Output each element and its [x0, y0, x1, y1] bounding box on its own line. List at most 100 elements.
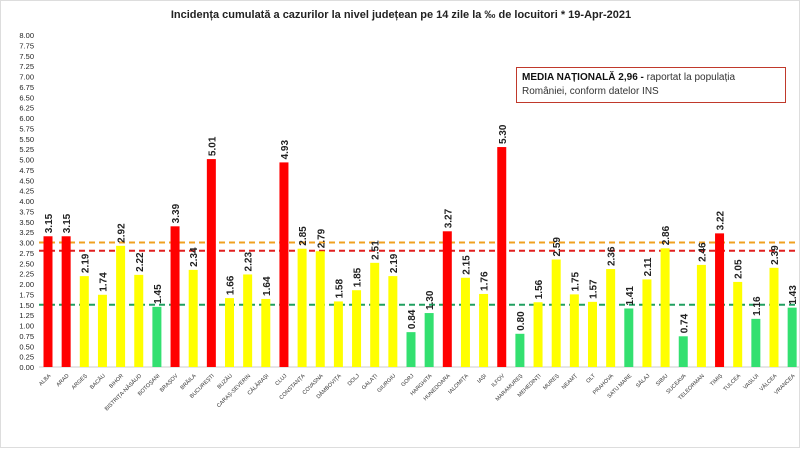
value-label: 1.56 — [534, 279, 545, 299]
bar-botoșani — [152, 306, 162, 367]
x-tick-label: ARGEȘ — [71, 373, 89, 391]
y-tick-label: 7.25 — [19, 62, 34, 71]
value-label: 2.59 — [552, 237, 563, 257]
x-tick-label: NEAMȚ — [561, 373, 579, 391]
bar-călărași — [261, 298, 271, 367]
y-tick-label: 6.25 — [19, 104, 34, 113]
value-label: 1.74 — [98, 272, 109, 292]
bar-vaslui — [751, 318, 761, 367]
bar-buzău — [225, 298, 234, 367]
bar-vrancea — [787, 307, 797, 367]
value-label: 1.64 — [262, 276, 273, 296]
y-tick-label: 4.00 — [19, 197, 34, 206]
y-tick-label: 5.25 — [19, 145, 34, 154]
y-tick-label: 3.25 — [19, 228, 34, 237]
value-label: 1.16 — [752, 296, 763, 316]
bar-cluj — [279, 162, 289, 367]
bar-bucurești — [206, 159, 216, 367]
bar-bistrița-năsăud — [134, 274, 144, 367]
bar-ialomița — [460, 277, 470, 367]
bar-tulcea — [733, 281, 743, 367]
x-tick-label: CLUJ — [274, 373, 288, 387]
x-tick-label: IALOMIȚA — [447, 373, 470, 396]
value-label: 1.57 — [589, 279, 600, 299]
y-tick-label: 0.00 — [19, 363, 34, 372]
bar-gorj — [406, 332, 416, 367]
value-label: 3.15 — [62, 213, 73, 233]
y-tick-label: 1.75 — [19, 290, 34, 299]
y-tick-label: 7.00 — [19, 73, 34, 82]
bar-argeș — [79, 276, 89, 367]
y-tick-label: 2.50 — [19, 259, 34, 268]
value-label: 2.51 — [371, 240, 382, 260]
value-label: 2.11 — [643, 257, 654, 276]
y-tick-label: 0.25 — [19, 353, 34, 362]
y-tick-label: 3.50 — [19, 218, 34, 227]
national-average-text: raportat la populația României, conform … — [522, 72, 736, 97]
bar-timiș — [715, 233, 725, 367]
value-label: 1.41 — [625, 286, 636, 306]
y-tick-label: 5.75 — [19, 124, 34, 133]
x-tick-label: BIHOR — [108, 373, 125, 390]
value-label: 1.85 — [353, 267, 364, 287]
bar-vâlcea — [769, 267, 779, 367]
x-tick-label: ILFOV — [491, 373, 507, 389]
value-label: 1.58 — [334, 279, 345, 299]
x-tick-label: MUREȘ — [542, 373, 561, 392]
value-label: 0.74 — [679, 313, 690, 333]
bar-neamț — [569, 294, 579, 367]
value-label: 2.46 — [697, 242, 708, 262]
bar-teleorman — [696, 264, 706, 367]
y-tick-label: 4.50 — [19, 176, 34, 185]
y-tick-label: 4.75 — [19, 166, 34, 175]
bar-suceava — [678, 336, 688, 367]
value-label: 2.15 — [461, 255, 472, 275]
bar-mehedinți — [533, 302, 543, 367]
value-label: 5.01 — [207, 136, 218, 156]
bar-olt — [588, 301, 597, 367]
x-tick-label: DOLJ — [347, 373, 361, 387]
x-tick-label: SIBIU — [655, 373, 669, 387]
y-tick-label: 2.25 — [19, 270, 34, 279]
value-label: 2.92 — [117, 223, 128, 243]
y-tick-label: 2.00 — [19, 280, 34, 289]
chart-title: Incidența cumulată a cazurilor la nivel … — [170, 9, 632, 21]
bar-bihor — [116, 245, 126, 367]
bar-maramureș — [515, 333, 525, 367]
value-label: 1.45 — [153, 284, 164, 304]
y-tick-label: 0.75 — [19, 332, 34, 341]
bar-dâmbovița — [333, 301, 343, 367]
x-tick-label: TULCEA — [723, 373, 743, 393]
value-label: 3.15 — [44, 213, 55, 233]
y-tick-label: 8.00 — [19, 31, 34, 40]
national-average-note: MEDIA NAȚIONALĂ 2,96 - raportat la popul… — [516, 67, 786, 103]
value-label: 4.93 — [280, 140, 291, 160]
bar-sălaj — [642, 279, 652, 367]
bar-brăila — [188, 269, 198, 367]
y-tick-label: 4.25 — [19, 187, 34, 196]
value-label: 1.66 — [226, 275, 237, 295]
y-tick-label: 1.25 — [19, 311, 34, 320]
y-tick-label: 6.00 — [19, 114, 34, 123]
bar-brașov — [170, 226, 180, 367]
x-tick-label: GIURGIU — [376, 373, 397, 394]
x-tick-label: TIMIȘ — [709, 373, 724, 388]
y-tick-label: 1.50 — [19, 301, 34, 310]
value-label: 2.86 — [661, 225, 672, 245]
bar-satu mare — [624, 308, 634, 367]
value-label: 3.39 — [171, 203, 182, 223]
x-tick-label: OLT — [585, 373, 597, 385]
y-tick-label: 3.00 — [19, 239, 34, 248]
y-tick-label: 7.50 — [19, 52, 34, 61]
bar-covasna — [315, 251, 325, 367]
y-tick-label: 7.75 — [19, 41, 34, 50]
x-tick-label: SĂLAJ — [635, 372, 652, 389]
value-label: 1.30 — [425, 290, 436, 310]
x-tick-label: IAȘI — [476, 373, 488, 385]
bar-sibiu — [660, 248, 670, 367]
bar-caraș-severin — [243, 274, 253, 367]
y-tick-label: 5.00 — [19, 156, 34, 165]
value-label: 2.36 — [607, 246, 618, 266]
